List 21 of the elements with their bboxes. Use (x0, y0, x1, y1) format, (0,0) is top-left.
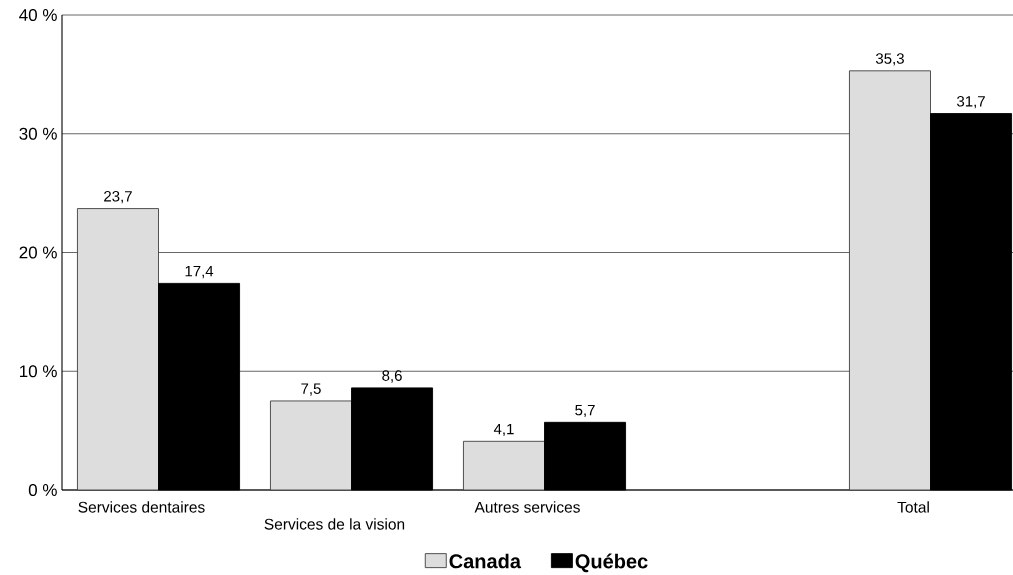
data-label: 35,3 (875, 53, 904, 66)
x-tick-label: Autres services (474, 501, 580, 513)
x-tick-label: Total (897, 501, 929, 513)
bar (269, 400, 352, 491)
legend-label: Québec (575, 553, 648, 573)
y-tick-label: 10 % (20, 365, 57, 378)
y-tick-label: 30 % (19, 127, 57, 140)
data-label: 31,7 (957, 95, 985, 109)
data-label: 8,6 (382, 370, 402, 383)
bar (462, 440, 545, 491)
data-label: 17,4 (185, 265, 214, 279)
y-tick-label: 20 % (19, 246, 57, 259)
x-tick-label: Services dentaires (78, 501, 205, 513)
x-tick-label: Services de la vision (264, 518, 405, 530)
data-label: 4,1 (493, 423, 514, 437)
data-label: 7,5 (301, 383, 321, 396)
data-label: 23,7 (104, 190, 132, 204)
y-tick-label: 0 % (28, 483, 57, 497)
data-label: 5,7 (575, 404, 595, 418)
legend-label: Canada (449, 553, 522, 569)
y-tick-label: 40 % (19, 8, 57, 22)
